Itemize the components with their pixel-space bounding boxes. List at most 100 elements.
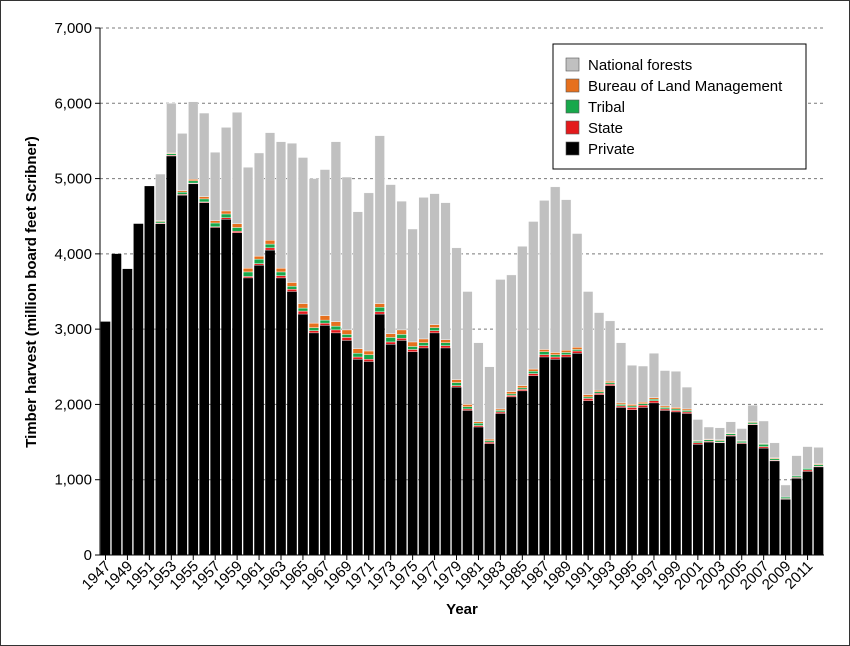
bar-segment-private bbox=[725, 436, 736, 555]
bar-segment-state bbox=[517, 389, 528, 392]
bar-segment-state bbox=[583, 398, 594, 401]
bar-segment-tribal bbox=[407, 346, 418, 350]
bar-segment-tribal bbox=[583, 396, 594, 399]
bar-segment-national-forests bbox=[166, 103, 177, 154]
bar-segment-tribal bbox=[495, 410, 506, 413]
legend-label: National forests bbox=[588, 57, 692, 74]
y-ticks: 0 1,000 2,000 3,000 4,000 5,000 6,000 7,000 bbox=[54, 20, 100, 564]
bar-segment-national-forests bbox=[692, 419, 703, 441]
bar-segment-national-forests bbox=[637, 365, 649, 403]
bar-segment-tribal bbox=[747, 422, 758, 425]
bar-segment-state bbox=[396, 337, 407, 341]
bar-segment-private bbox=[682, 413, 692, 555]
bar-segment-national-forests bbox=[725, 421, 736, 434]
bar-segment-tribal bbox=[155, 221, 166, 224]
y-tick-label: 5,000 bbox=[54, 171, 92, 188]
bar-segment-national-forests bbox=[297, 157, 308, 304]
bar-segment-private bbox=[210, 227, 221, 555]
bar-segment-bureau-of-land-management bbox=[484, 438, 495, 441]
bar-segment-national-forests bbox=[188, 101, 199, 180]
bar-segment-national-forests bbox=[396, 200, 407, 331]
bar-segment-private bbox=[528, 375, 539, 555]
bar-segment-state bbox=[243, 276, 254, 279]
bar-segment-national-forests bbox=[528, 221, 539, 370]
bar-segment-tribal bbox=[561, 352, 572, 355]
bar-segment-bureau-of-land-management bbox=[594, 389, 605, 392]
bar-segment-tribal bbox=[210, 222, 221, 227]
bar-segment-state bbox=[275, 275, 287, 279]
y-tick-label: 3,000 bbox=[54, 321, 92, 338]
bar-segment-private bbox=[473, 427, 484, 555]
bar-segment-private bbox=[747, 424, 758, 555]
bar-segment-private bbox=[254, 265, 264, 555]
bar-segment-tribal bbox=[352, 353, 363, 358]
bar-segment-private bbox=[100, 321, 111, 555]
bar-segment-state bbox=[758, 446, 769, 449]
bar-segment-bureau-of-land-management bbox=[352, 348, 363, 354]
bar-segment-national-forests bbox=[440, 202, 451, 340]
legend-label: Bureau of Land Management bbox=[588, 78, 783, 95]
bar-segment-state bbox=[495, 411, 506, 414]
bar-segment-national-forests bbox=[319, 169, 330, 316]
bar-segment-tribal bbox=[254, 258, 265, 264]
bar-segment-private bbox=[221, 219, 231, 555]
bar-segment-private bbox=[484, 443, 495, 555]
bar-segment-state bbox=[429, 330, 440, 334]
bar-segment-national-forests bbox=[286, 142, 297, 283]
bar-segment-tribal bbox=[374, 307, 385, 313]
bar-segment-national-forests bbox=[550, 186, 561, 353]
bar-segment-national-forests bbox=[155, 173, 166, 221]
bar-segment-state bbox=[802, 469, 813, 472]
y-axis-title: Timber harvest (million board feet Scrib… bbox=[23, 136, 40, 447]
bar-segment-state bbox=[308, 330, 319, 334]
bar-segment-national-forests bbox=[363, 192, 374, 352]
bar-segment-national-forests bbox=[605, 320, 616, 382]
bar-segment-private bbox=[451, 387, 462, 555]
bar-segment-bureau-of-land-management bbox=[637, 401, 649, 404]
bar-segment-state bbox=[363, 359, 374, 362]
legend-swatch bbox=[565, 120, 580, 135]
legend: National forests Bureau of Land Managemen… bbox=[552, 43, 807, 170]
bar-segment-bureau-of-land-management bbox=[254, 255, 265, 260]
bar-segment-state bbox=[572, 350, 583, 354]
bar-segment-private bbox=[111, 253, 122, 555]
bar-segment-tribal bbox=[637, 403, 649, 406]
bar-segment-tribal bbox=[319, 319, 330, 324]
bar-segment-bureau-of-land-management bbox=[210, 220, 221, 224]
bar-segment-private bbox=[407, 351, 418, 555]
bar-segment-national-forests bbox=[374, 135, 385, 304]
bar-segment-bureau-of-land-management bbox=[418, 338, 429, 343]
legend-swatch bbox=[565, 57, 580, 72]
bar-segment-national-forests bbox=[418, 197, 429, 340]
bar-segment-tribal bbox=[462, 406, 473, 410]
bar-segment-state bbox=[484, 441, 495, 444]
bar-segment-tribal bbox=[539, 351, 550, 355]
bar-segment-private bbox=[583, 400, 593, 555]
bar-segment-tribal bbox=[550, 354, 561, 358]
bar-segment-bureau-of-land-management bbox=[572, 347, 583, 350]
bar-segment-bureau-of-land-management bbox=[616, 402, 627, 405]
bar-segment-state bbox=[637, 404, 649, 408]
bar-segment-bureau-of-land-management bbox=[265, 240, 276, 245]
bar-segment-private bbox=[418, 347, 429, 555]
bar-segment-private bbox=[649, 402, 659, 555]
bar-segment-bureau-of-land-management bbox=[440, 339, 451, 343]
bar-segment-bureau-of-land-management bbox=[330, 321, 341, 327]
bar-segment-national-forests bbox=[462, 291, 473, 405]
bar-segment-private bbox=[693, 444, 703, 555]
bar-segment-state bbox=[385, 341, 396, 345]
bar-segment-state bbox=[550, 356, 561, 360]
bar-segment-national-forests bbox=[758, 420, 769, 444]
bar-segment-private bbox=[627, 409, 637, 555]
bar-segment-private bbox=[276, 277, 286, 555]
bar-segment-bureau-of-land-management bbox=[221, 210, 232, 215]
bar-segment-private bbox=[714, 442, 725, 555]
bar-segment-private bbox=[517, 390, 528, 555]
bar-segment-tribal bbox=[714, 440, 725, 443]
bar-segment-bureau-of-land-management bbox=[275, 267, 287, 273]
bar-segment-bureau-of-land-management bbox=[177, 190, 188, 193]
bar-segment-tribal bbox=[188, 180, 199, 184]
bar-segment-bureau-of-land-management bbox=[341, 329, 352, 335]
bar-segment-state bbox=[506, 395, 517, 398]
